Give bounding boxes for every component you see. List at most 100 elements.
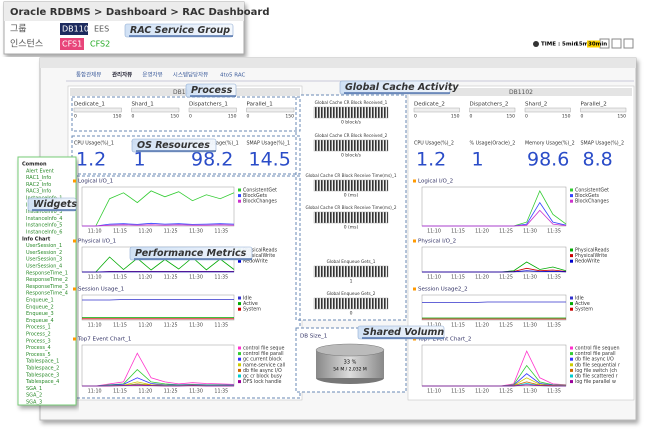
volume-percent: 33 % xyxy=(344,360,357,366)
widget-item[interactable]: Tablespace_1 xyxy=(25,359,59,365)
gauge-bar xyxy=(313,297,389,310)
icon-button[interactable] xyxy=(611,38,622,49)
widget-item[interactable]: Process_2 xyxy=(26,332,51,338)
series-line xyxy=(422,301,566,303)
metric-label: Memory Usage(%)_2 xyxy=(525,141,575,147)
widget-item[interactable]: UserSession_4 xyxy=(26,264,62,270)
widget-item[interactable]: InstanceInfo_3 xyxy=(26,209,62,215)
widget-item[interactable]: Enqueue_1 xyxy=(26,298,54,304)
legend-swatch xyxy=(238,374,241,378)
callout-box xyxy=(27,197,77,212)
tab[interactable]: 4to5 RAC xyxy=(220,73,246,79)
widget-item[interactable]: ResponseTime_4 xyxy=(26,291,68,297)
widget-item[interactable]: Alert Event xyxy=(26,168,54,174)
gauge-label: Global Enqueue Gets_2 xyxy=(327,291,376,296)
x-tick-label: 11:15 xyxy=(113,229,127,235)
widget-item[interactable]: ResponseTime_1 xyxy=(26,270,68,276)
time-option[interactable]: 30min xyxy=(588,42,607,48)
widget-item[interactable]: UserSession_2 xyxy=(26,250,62,256)
plot-area xyxy=(81,186,235,227)
process-bar xyxy=(469,107,516,113)
x-tick-label: 11:15 xyxy=(451,389,465,395)
widget-item[interactable]: SGA_2 xyxy=(26,393,42,399)
legend-entry: db file sequential r xyxy=(575,362,620,368)
widget-item[interactable]: Process_3 xyxy=(26,338,51,344)
widget-item[interactable]: RAC3_Info xyxy=(26,189,51,195)
widget-item[interactable]: InstanceInfo_5 xyxy=(26,223,62,229)
tab[interactable]: 시스템담당자뷰 xyxy=(173,71,208,79)
instance-item[interactable]: CFS2 xyxy=(90,40,110,49)
x-tick-label: 11:10 xyxy=(88,323,102,329)
group-item[interactable]: DB110 xyxy=(62,25,89,34)
time-option[interactable]: 15min xyxy=(575,42,594,48)
callout-label: Global Cache Activity xyxy=(345,82,459,93)
legend-entry: RedoWrite xyxy=(243,259,268,265)
widget-item[interactable]: Tablespace_4 xyxy=(25,379,59,385)
metric-label: CPU Usage(%)_2 xyxy=(414,141,454,147)
metric-value: 98.2 xyxy=(191,149,233,171)
process-scale: 0 xyxy=(74,114,77,120)
widget-item[interactable]: Enqueue_4 xyxy=(26,318,54,324)
process-scale: 0 xyxy=(414,114,417,120)
tab[interactable]: 통합관제뷰 xyxy=(76,71,101,79)
legend-entry: Active xyxy=(243,301,258,307)
x-tick-label: 11:20 xyxy=(138,389,152,395)
legend-entry: BlockGets xyxy=(575,193,600,199)
widget-item[interactable]: Process_5 xyxy=(26,352,51,358)
gauge-value: 1 xyxy=(350,279,353,285)
legend-entry: db file async I/O xyxy=(243,368,282,374)
series-line xyxy=(422,209,567,227)
widget-item[interactable]: ResponseTime_2 xyxy=(26,277,68,283)
group-item[interactable]: EES xyxy=(94,25,109,34)
gauge-bar xyxy=(313,139,389,152)
process-scale: 150 xyxy=(113,114,122,120)
gauge-label: Global Enqueue Gets_1 xyxy=(327,259,376,264)
widget-item[interactable]: Enqueue_2 xyxy=(26,304,54,310)
legend-swatch xyxy=(570,259,573,263)
legend-swatch xyxy=(570,352,573,356)
widget-item[interactable]: UserSession_1 xyxy=(26,243,62,249)
widget-item[interactable]: RAC1_Info xyxy=(26,175,51,181)
group-chip[interactable] xyxy=(60,23,88,35)
gauge-bar xyxy=(313,265,389,278)
widget-item[interactable]: ResponseTime_3 xyxy=(26,284,68,290)
tab[interactable]: 운영자뷰 xyxy=(142,71,162,79)
widget-item[interactable]: Tablespace_2 xyxy=(25,366,59,372)
chart-title: Logical I/O_1 xyxy=(78,179,113,185)
legend-entry: System xyxy=(575,307,593,313)
icon-button[interactable] xyxy=(623,38,634,49)
x-tick-label: 11:10 xyxy=(427,323,441,329)
widget-item[interactable]: InstanceInfo_6 xyxy=(26,230,62,236)
gauge-label: Global Cache CR Block Received_1 xyxy=(315,100,388,105)
series-line xyxy=(82,224,235,227)
process-label: Dedicate_1 xyxy=(74,102,105,108)
tab[interactable]: 관리자뷰 xyxy=(112,71,132,79)
widget-item[interactable]: RAC2_Info xyxy=(26,182,51,188)
chart-icon xyxy=(73,287,76,291)
widget-item[interactable]: Process_4 xyxy=(26,345,51,351)
series-line xyxy=(82,352,235,387)
instance-item[interactable]: CFS1 xyxy=(62,40,82,49)
widget-item[interactable]: InstanceInfo_4 xyxy=(26,216,62,222)
process-bar xyxy=(524,107,571,113)
legend-swatch xyxy=(570,254,573,258)
callout: RAC Service Group xyxy=(124,23,234,38)
gauge-value: 0 block/s xyxy=(341,153,362,159)
widget-item[interactable]: Enqueue_3 xyxy=(26,311,54,317)
widget-item[interactable]: Tablespace_3 xyxy=(25,372,59,378)
x-tick-label: 11:35 xyxy=(547,275,561,281)
widget-item[interactable]: SGA_1 xyxy=(26,386,42,392)
legend-entry: DFS lock handle xyxy=(243,379,282,385)
legend-swatch xyxy=(238,363,241,367)
plot-area xyxy=(81,294,235,321)
widget-item[interactable]: Process_1 xyxy=(26,325,51,331)
process-scale: 150 xyxy=(562,114,571,120)
widget-group: Common xyxy=(22,162,47,168)
chart-title: Top7 Event Chart_2 xyxy=(417,337,471,343)
instance-chip[interactable] xyxy=(60,38,84,50)
widget-item[interactable]: UserSession_3 xyxy=(26,257,62,263)
widget-item[interactable]: SGA_3 xyxy=(26,400,42,406)
time-option[interactable]: 5min xyxy=(562,42,577,48)
chart-title: Top7 Event Chart_1 xyxy=(77,337,131,343)
series-line xyxy=(82,299,234,301)
